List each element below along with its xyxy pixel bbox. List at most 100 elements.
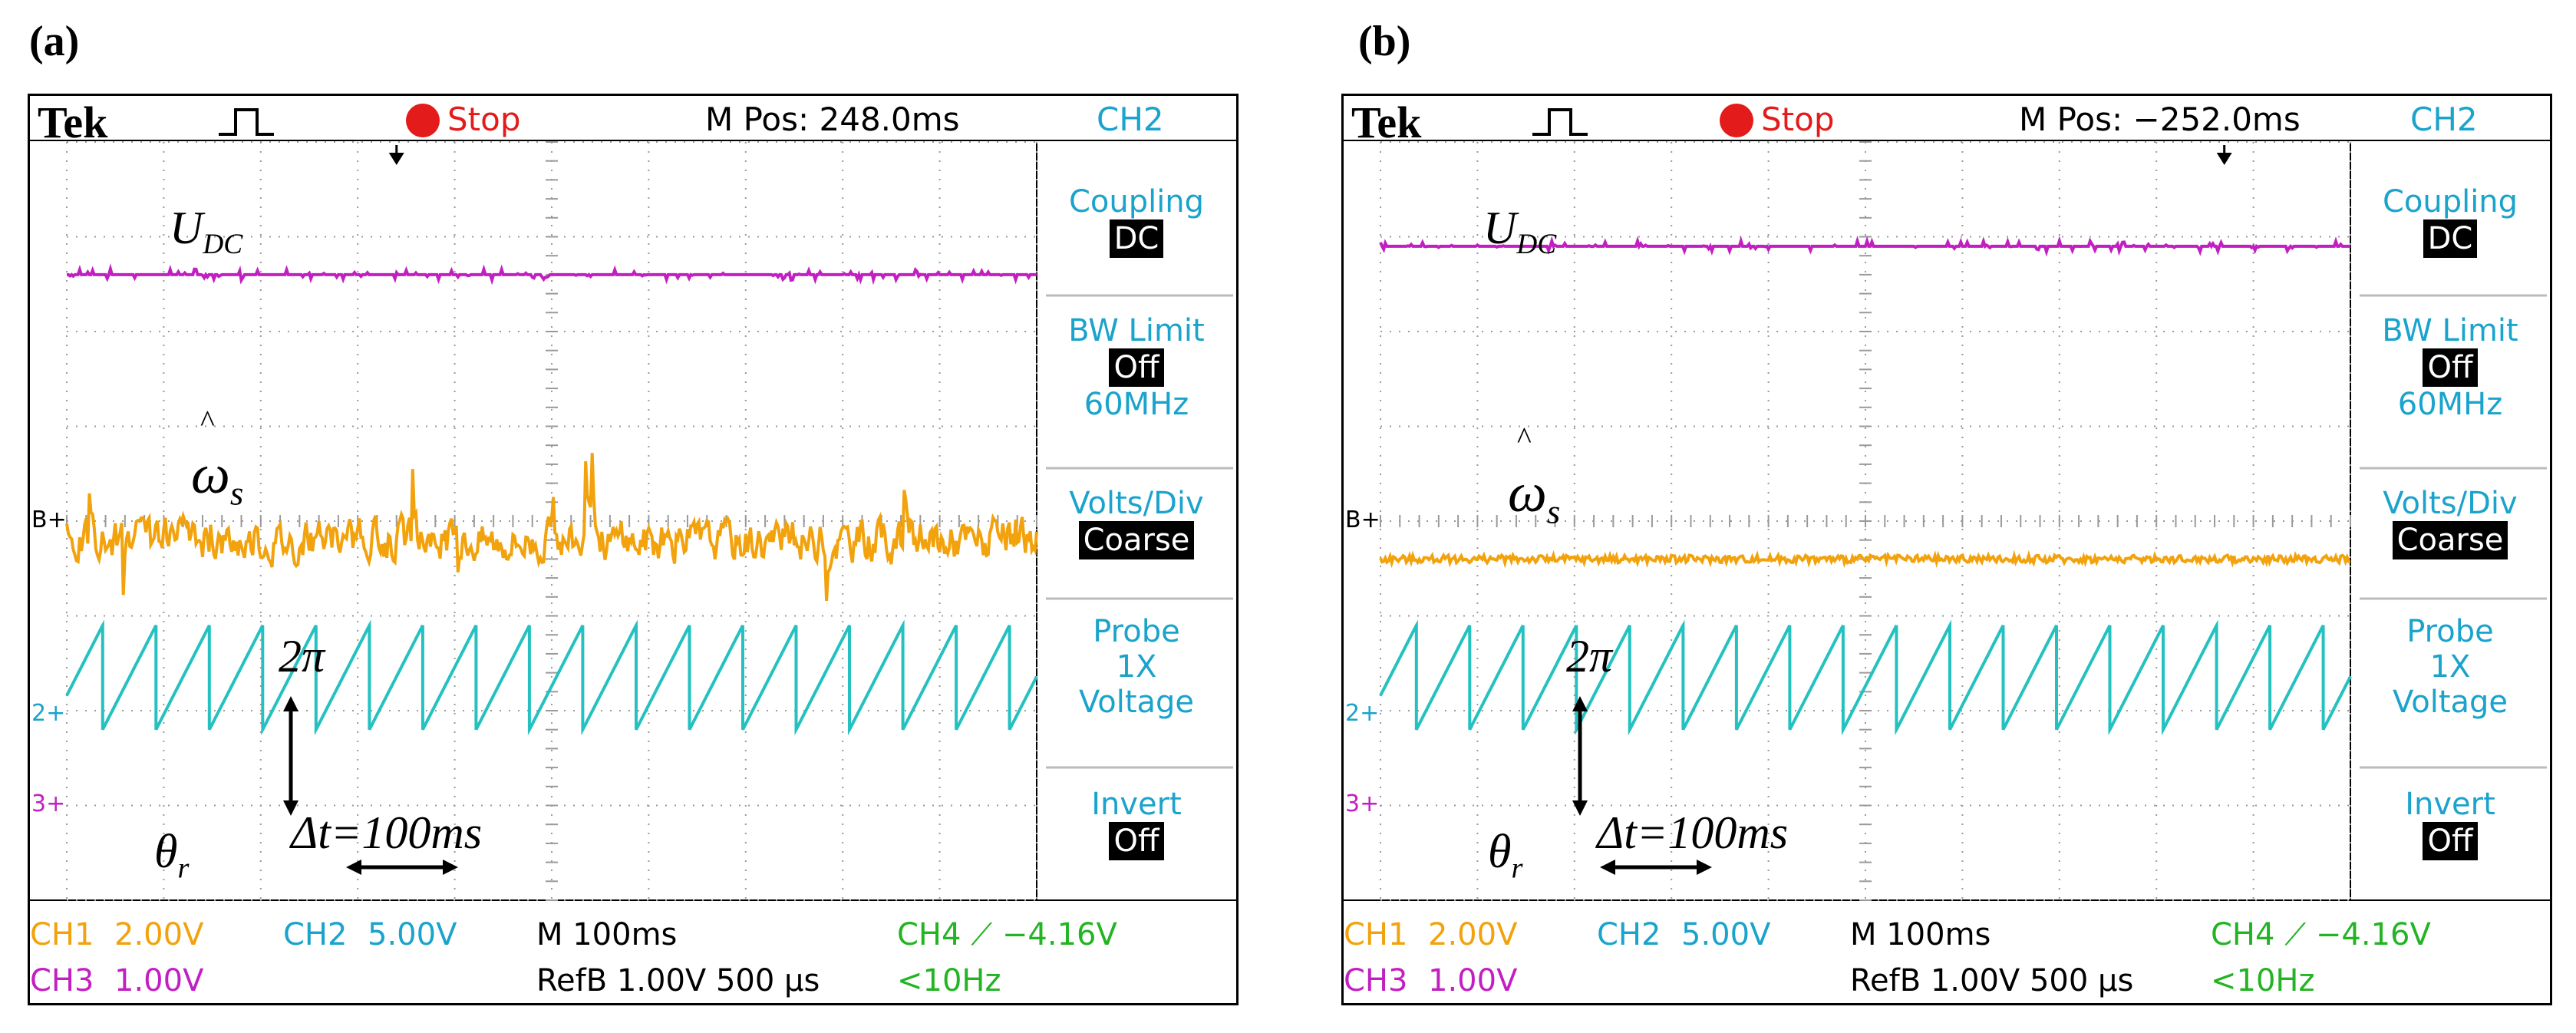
omega-annotation: ωs: [1508, 462, 1561, 531]
timebase-readout: M 100ms: [1850, 917, 1991, 952]
two-pi-arrow-icon: [1572, 696, 1588, 816]
trigger-frequency: <10Hz: [897, 963, 1001, 998]
omega-trace: [65, 453, 1038, 602]
two-pi-annotation: 2π: [279, 631, 325, 682]
ch3-label: CH3: [1344, 963, 1408, 998]
scope-canvas-b: [1344, 140, 2550, 901]
invert-value[interactable]: Off: [1109, 822, 1164, 860]
theta-annotation: θr: [1488, 826, 1523, 885]
ch3-scale: 1.00V: [1428, 963, 1518, 998]
trigger-position-marker: [388, 153, 404, 165]
theta-annotation: θr: [154, 826, 190, 885]
probe-label: Probe: [2406, 614, 2494, 649]
invert-menu[interactable]: Invert Off: [2350, 787, 2550, 860]
udc-trace: [67, 263, 1037, 285]
oscilloscope-panel-b: Tek Stop M Pos: −252.0ms CH2 Coupling DC…: [1341, 94, 2552, 1005]
panel-b-label: (b): [1358, 18, 1411, 65]
ch3-marker: 3+: [1345, 790, 1380, 817]
volts-div-label: Volts/Div: [1069, 486, 1204, 521]
ref-b-readout: RefB 1.00V 500 µs: [536, 963, 820, 998]
channel-menu-title: CH2: [1097, 101, 1164, 138]
probe-menu[interactable]: Probe 1X Voltage: [2350, 614, 2550, 720]
udc-trace: [1379, 235, 2350, 257]
invert-label: Invert: [1091, 787, 1182, 822]
invert-menu[interactable]: Invert Off: [1037, 787, 1236, 860]
probe-type: Voltage: [2392, 685, 2508, 720]
trigger-frequency: <10Hz: [2211, 963, 2315, 998]
bw-limit-menu[interactable]: BW Limit Off 60MHz: [2350, 313, 2550, 422]
volts-div-value[interactable]: Coarse: [2392, 521, 2508, 559]
stop-indicator-icon: [1720, 104, 1753, 137]
theta-trace: [65, 619, 1038, 736]
bw-limit-label: BW Limit: [2382, 313, 2518, 348]
m-pos-readout: M Pos: −252.0ms: [2019, 101, 2301, 138]
bw-limit-value[interactable]: Off: [1109, 348, 1164, 387]
udc-annotation: UDC: [170, 203, 243, 260]
coupling-menu[interactable]: Coupling DC: [2350, 184, 2550, 258]
ch2-marker: 2+: [31, 700, 66, 727]
bw-limit-frequency: 60MHz: [1084, 387, 1189, 422]
volts-div-label: Volts/Div: [2383, 486, 2518, 521]
timebase-readout: M 100ms: [536, 917, 678, 952]
probe-label: Probe: [1093, 614, 1180, 649]
bw-limit-label: BW Limit: [1068, 313, 1205, 348]
ref-b-readout: RefB 1.00V 500 µs: [1850, 963, 2134, 998]
run-status[interactable]: Stop: [1761, 101, 1835, 138]
two-pi-arrow-icon: [283, 696, 298, 816]
ref-b-marker: B+: [31, 507, 67, 533]
delta-t-annotation: Δt=100ms: [1597, 807, 1789, 858]
omega-annotation: ωs: [191, 444, 244, 513]
coupling-value[interactable]: DC: [1109, 219, 1164, 258]
coupling-menu[interactable]: Coupling DC: [1037, 184, 1236, 258]
probe-value: 1X: [1116, 649, 1157, 685]
two-pi-annotation: 2π: [1566, 631, 1613, 682]
brand-logo: Tek: [1351, 97, 1422, 147]
invert-label: Invert: [2405, 787, 2495, 822]
coupling-label: Coupling: [2382, 184, 2518, 219]
ref-b-marker: B+: [1345, 507, 1380, 533]
ch2-marker: 2+: [1345, 700, 1380, 727]
m-pos-readout: M Pos: 248.0ms: [705, 101, 960, 138]
omega-hat-annotation: ^: [1517, 421, 1532, 455]
bw-limit-value[interactable]: Off: [2423, 348, 2478, 387]
trigger-readout: CH4 ⟋ −4.16V: [897, 917, 1117, 952]
coupling-value[interactable]: DC: [2423, 219, 2478, 258]
ch2-scale: 5.00V: [1681, 917, 1771, 952]
invert-value[interactable]: Off: [2423, 822, 2478, 860]
probe-menu[interactable]: Probe 1X Voltage: [1037, 614, 1236, 720]
omega-hat-annotation: ^: [200, 404, 215, 438]
trigger-readout: CH4 ⟋ −4.16V: [2211, 917, 2431, 952]
trigger-position-marker: [2216, 153, 2232, 165]
ch3-label: CH3: [30, 963, 94, 998]
delta-t-arrow-icon: [1600, 860, 1712, 875]
channel-menu-title: CH2: [2410, 101, 2478, 138]
omega-trace: [1379, 550, 2351, 569]
udc-annotation: UDC: [1483, 203, 1557, 260]
ch3-scale: 1.00V: [114, 963, 204, 998]
probe-value: 1X: [2429, 649, 2471, 685]
volts-div-menu[interactable]: Volts/Div Coarse: [1037, 486, 1236, 559]
bw-limit-menu[interactable]: BW Limit Off 60MHz: [1037, 313, 1236, 422]
bw-limit-frequency: 60MHz: [2397, 387, 2503, 422]
ch2-label: CH2: [1597, 917, 1661, 952]
trigger-pulse-icon: [219, 108, 274, 136]
ch2-label: CH2: [283, 917, 348, 952]
stop-indicator-icon: [406, 104, 440, 137]
oscilloscope-panel-a: Tek Stop M Pos: 248.0ms CH2 Coupling DC …: [28, 94, 1239, 1005]
ch1-label: CH1: [1344, 917, 1408, 952]
ch2-scale: 5.00V: [368, 917, 457, 952]
probe-type: Voltage: [1078, 685, 1195, 720]
theta-trace: [1379, 619, 2352, 736]
volts-div-menu[interactable]: Volts/Div Coarse: [2350, 486, 2550, 559]
delta-t-arrow-icon: [346, 860, 458, 875]
graticule: [1380, 141, 2351, 901]
ch1-scale: 2.00V: [114, 917, 204, 952]
volts-div-value[interactable]: Coarse: [1078, 521, 1195, 559]
trigger-pulse-icon: [1532, 108, 1588, 136]
ch1-label: CH1: [30, 917, 94, 952]
ch1-scale: 2.00V: [1428, 917, 1518, 952]
delta-t-annotation: Δt=100ms: [291, 807, 483, 858]
brand-logo: Tek: [38, 97, 108, 147]
scope-canvas-a: [30, 140, 1236, 901]
run-status[interactable]: Stop: [447, 101, 521, 138]
